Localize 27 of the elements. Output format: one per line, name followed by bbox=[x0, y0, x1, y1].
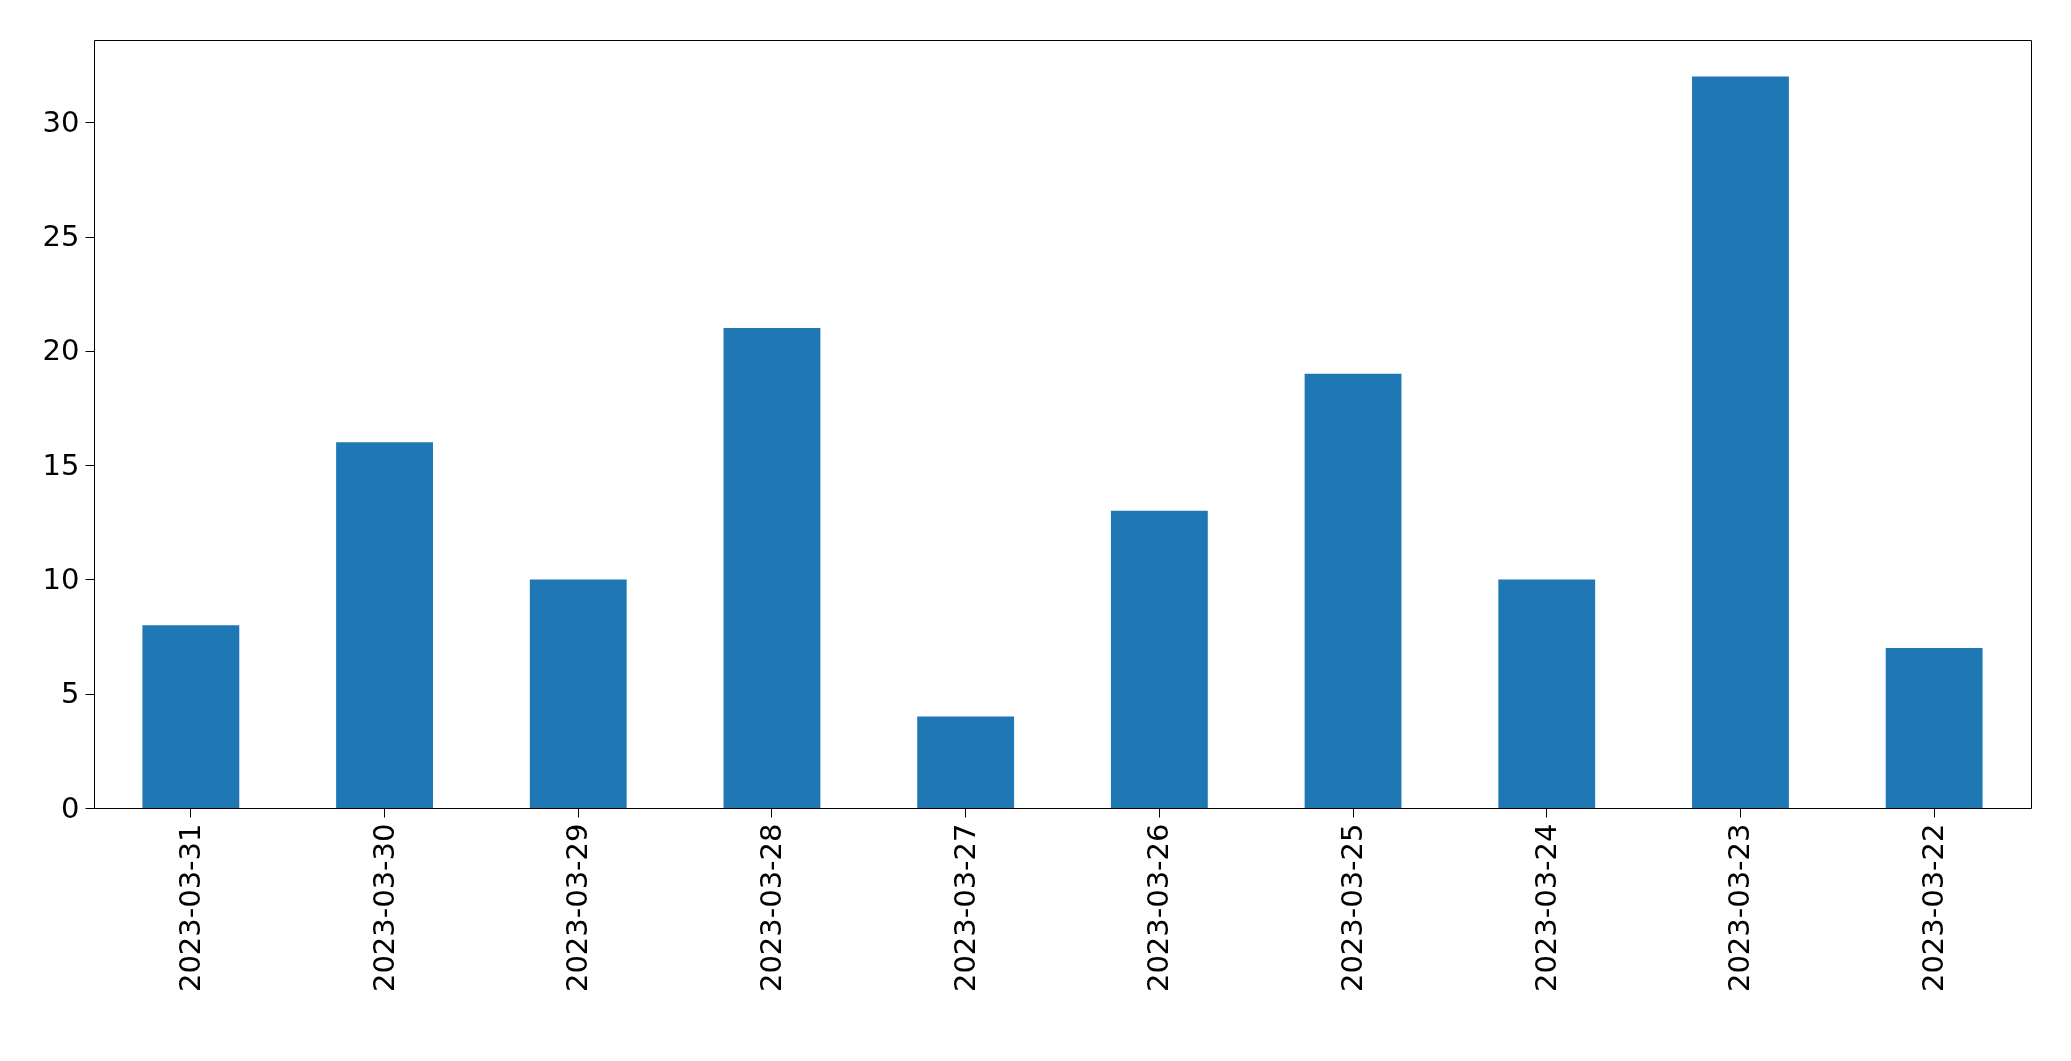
y-tick-label: 30 bbox=[42, 104, 80, 139]
bar bbox=[1885, 648, 1983, 808]
x-tick-label: 2023-03-26 bbox=[1141, 823, 1176, 993]
x-tick-label: 2023-03-28 bbox=[753, 823, 788, 993]
bar bbox=[723, 328, 821, 808]
x-tick-label: 2023-03-29 bbox=[560, 823, 595, 993]
x-tick-label: 2023-03-23 bbox=[1722, 823, 1757, 993]
y-tick-label: 20 bbox=[42, 333, 80, 368]
y-tick-label: 10 bbox=[42, 561, 80, 596]
y-tick-label: 5 bbox=[61, 676, 80, 711]
bar bbox=[917, 716, 1015, 808]
x-tick-label: 2023-03-24 bbox=[1528, 823, 1563, 993]
bar bbox=[1692, 76, 1789, 808]
x-tick-label: 2023-03-22 bbox=[1916, 823, 1951, 993]
bar bbox=[336, 442, 433, 808]
x-tick-label: 2023-03-31 bbox=[172, 823, 207, 993]
x-tick-label: 2023-03-27 bbox=[947, 823, 982, 993]
y-tick-label: 15 bbox=[42, 447, 80, 482]
y-tick-label: 0 bbox=[61, 790, 80, 825]
bar bbox=[1110, 510, 1208, 808]
x-tick-label: 2023-03-25 bbox=[1335, 823, 1370, 993]
bar bbox=[1304, 373, 1402, 808]
y-tick-label: 25 bbox=[42, 219, 80, 254]
bar bbox=[1498, 579, 1596, 808]
bar bbox=[142, 625, 240, 808]
bar bbox=[529, 579, 627, 808]
x-tick-label: 2023-03-30 bbox=[366, 823, 401, 993]
